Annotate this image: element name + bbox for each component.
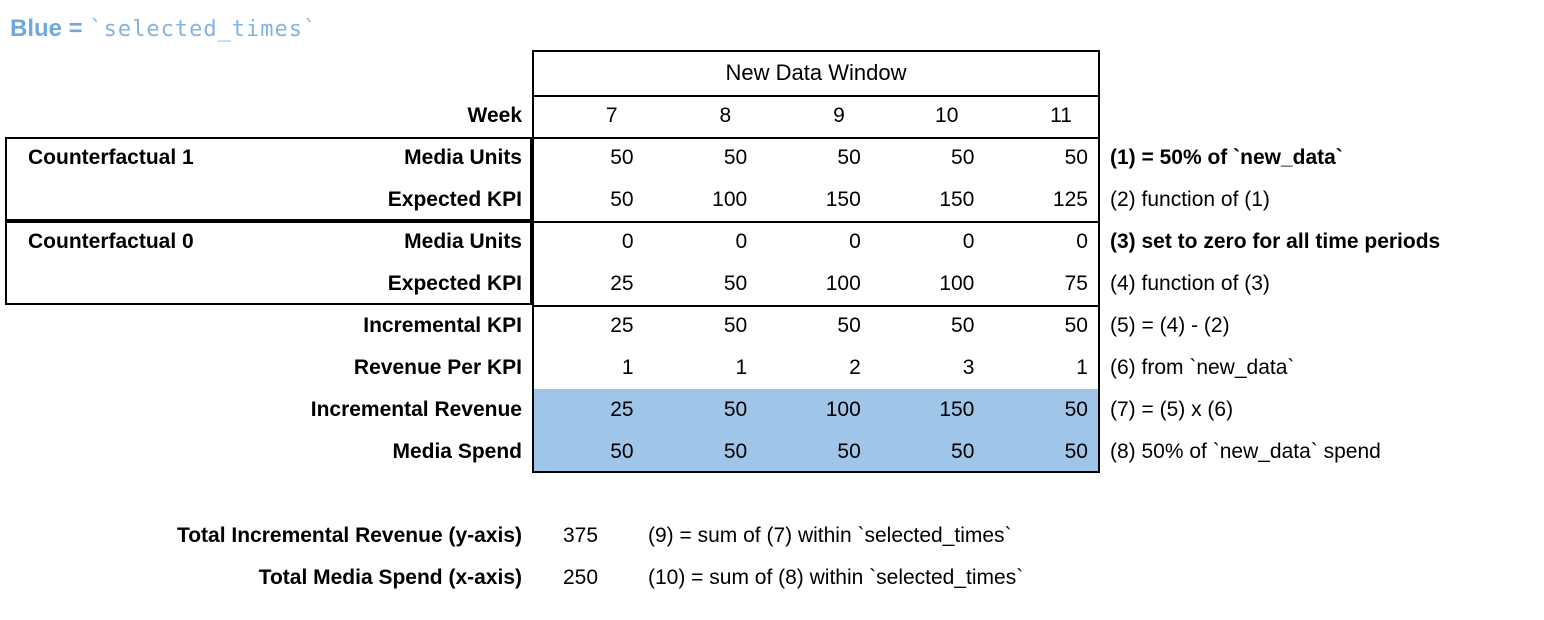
row-label: Incremental Revenue (310, 398, 522, 421)
table-cell: 50 (951, 314, 975, 337)
table-cell: 50 (723, 314, 748, 337)
table-cell: 25 (610, 398, 634, 421)
table-row-highlighted: Media Spend 50 50 50 50 50 (8) 50% of `n… (0, 431, 1544, 473)
table-cell: 100 (825, 272, 861, 295)
table-cell: 0 (735, 230, 748, 253)
grid-rule-below-counterfactual-1 (534, 221, 1098, 223)
total-media-spend-annotation: (10) = sum of (8) within `selected_times… (648, 566, 1024, 589)
week-cell: 9 (833, 104, 845, 127)
table-cell: 50 (951, 146, 975, 169)
table-cell: 50 (610, 146, 634, 169)
data-grid-border (532, 50, 1100, 473)
row-annotation: (6) from `new_data` (1110, 356, 1295, 379)
table-cell: 0 (962, 230, 975, 253)
table-cell: 50 (610, 440, 634, 463)
row-annotation: (8) 50% of `new_data` spend (1110, 440, 1381, 463)
table-cell: 1 (735, 356, 748, 379)
total-media-spend-label: Total Media Spend (x-axis) (258, 566, 522, 589)
week-cell: 7 (605, 104, 618, 127)
legend-note-code: `selected_times` (89, 17, 318, 42)
table-cell: 1 (1076, 356, 1088, 379)
counterfactual-1-box (5, 137, 532, 221)
table-cell: 50 (1064, 314, 1088, 337)
table-cell: 0 (1076, 230, 1088, 253)
counterfactual-0-box (5, 221, 532, 305)
grid-rule-below-counterfactual-0 (534, 305, 1098, 307)
row-annotation: (3) set to zero for all time periods (1110, 230, 1441, 253)
table-cell: 50 (837, 314, 861, 337)
table-cell: 50 (1064, 440, 1088, 463)
grid-rule-below-window-header (534, 95, 1098, 97)
total-incremental-revenue-label: Total Incremental Revenue (y-axis) (176, 524, 522, 547)
table-cell: 50 (723, 398, 748, 421)
table-cell: 0 (849, 230, 861, 253)
row-label: Revenue Per KPI (353, 356, 522, 379)
total-media-spend-value: 250 (563, 566, 599, 589)
group-label-row: Counterfactual 0 (0, 221, 1544, 263)
table-row-highlighted: Incremental Revenue 25 50 100 150 50 (7)… (0, 389, 1544, 431)
new-data-window-header: New Data Window (725, 60, 907, 85)
row-annotation: (2) function of (1) (1110, 188, 1270, 211)
week-cell: 8 (719, 104, 732, 127)
total-incremental-revenue-row: Total Incremental Revenue (y-axis) 375 (… (0, 515, 1544, 557)
table-cell: 150 (939, 398, 975, 421)
total-media-spend-row: Total Media Spend (x-axis) 250 (10) = su… (0, 557, 1544, 599)
selected-times-highlight (534, 389, 1098, 471)
table-cell: 75 (1064, 272, 1088, 295)
row-label: Media Units (404, 230, 522, 253)
week-row: Week 7 8 9 10 11 (0, 95, 1544, 137)
table-cell: 100 (939, 272, 975, 295)
week-cell: 10 (935, 104, 959, 127)
row-annotation: (1) = 50% of `new_data` (1110, 146, 1343, 169)
table-row: Expected KPI 50 100 150 150 125 (2) func… (0, 179, 1544, 221)
row-label: Media Units (404, 146, 522, 169)
grid-rule-below-week-row (534, 137, 1098, 139)
table-cell: 50 (1064, 146, 1088, 169)
table-cell: 25 (610, 314, 634, 337)
table-cell: 150 (939, 188, 975, 211)
table-cell: 0 (621, 230, 634, 253)
row-label: Expected KPI (387, 272, 522, 295)
table-cell: 150 (825, 188, 861, 211)
counterfactual-1-label: Counterfactual 1 (28, 146, 194, 169)
table-cell: 100 (712, 188, 748, 211)
legend-note: Blue = `selected_times` (10, 12, 317, 46)
week-row-label: Week (467, 104, 522, 127)
group-label-row: Counterfactual 1 (0, 137, 1544, 179)
table-cell: 1 (621, 356, 634, 379)
row-annotation: (5) = (4) - (2) (1110, 314, 1230, 337)
row-label: Incremental KPI (363, 314, 522, 337)
row-annotation: (4) function of (3) (1110, 272, 1270, 295)
table-cell: 125 (1052, 188, 1088, 211)
table-cell: 50 (837, 146, 861, 169)
row-label: Media Spend (392, 440, 522, 463)
row-label: Expected KPI (387, 188, 522, 211)
table-row: Incremental KPI 25 50 50 50 50 (5) = (4)… (0, 305, 1544, 347)
table-cell: 100 (825, 398, 861, 421)
table-cell: 50 (951, 440, 975, 463)
table-cell: 2 (849, 356, 861, 379)
table-cell: 50 (837, 440, 861, 463)
table-row: Expected KPI 25 50 100 100 75 (4) functi… (0, 263, 1544, 305)
row-annotation: (7) = (5) x (6) (1110, 398, 1234, 421)
table-cell: 50 (1064, 398, 1088, 421)
table-cell: 50 (723, 440, 748, 463)
table-row: Media Units 0 0 0 0 0 (3) set to zero fo… (0, 221, 1544, 263)
table-cell: 50 (723, 146, 748, 169)
counterfactual-0-label: Counterfactual 0 (28, 230, 194, 253)
week-cell: 11 (1050, 104, 1072, 127)
table-cell: 25 (610, 272, 634, 295)
total-incremental-revenue-annotation: (9) = sum of (7) within `selected_times` (648, 524, 1012, 547)
table-cell: 3 (962, 356, 975, 379)
table-row: Revenue Per KPI 1 1 2 3 1 (6) from `new_… (0, 347, 1544, 389)
table-cell: 50 (723, 272, 748, 295)
table-row: Media Units 50 50 50 50 50 (1) = 50% of … (0, 137, 1544, 179)
legend-note-label: Blue = (10, 15, 90, 42)
total-incremental-revenue-value: 375 (563, 524, 599, 547)
table-cell: 50 (610, 188, 634, 211)
